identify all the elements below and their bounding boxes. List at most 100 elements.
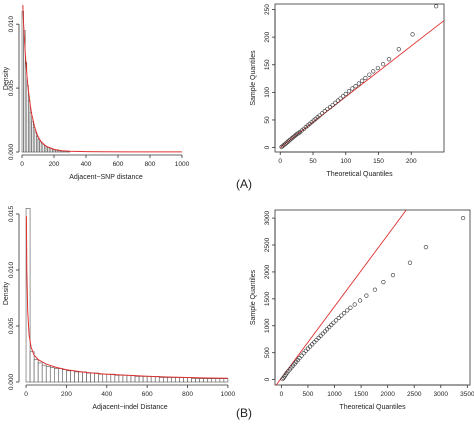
qq-point [289,136,295,141]
panel-label-b: (B) [236,406,252,420]
qq-point [324,327,330,332]
x-tick-label: 150 [373,158,384,165]
y-tick-label: 0.010 [8,16,15,33]
y-tick-label: 0.005 [8,80,15,97]
qq-point [327,325,332,330]
qq-point [331,320,336,325]
qq-point [334,318,339,323]
y-tick-label: 200 [264,31,271,42]
panel-label-a: (A) [236,177,252,191]
qq-point [299,353,304,358]
x-axis-title: Adjacent−SNP distance [69,174,143,181]
qq-point [305,346,311,351]
qq-point [353,84,358,89]
y-axis-title: Density [3,281,10,305]
histogram-bar [207,378,213,383]
x-tick-label: 1000 [175,161,190,168]
qq-point [316,335,321,340]
qq-point [317,113,322,118]
histogram-bar [29,351,35,383]
histogram-bar [134,376,140,383]
histogram-bar [179,377,184,383]
x-tick-label: 0 [20,161,24,168]
qq-point [350,86,355,91]
histogram-bar [45,366,51,383]
qq-point [381,280,386,285]
qq-point [292,133,297,139]
histogram-bar [62,369,67,383]
y-tick-label: 0.015 [8,205,15,222]
density-curve [22,4,182,153]
qq-point [287,138,292,143]
qq-point [322,109,327,114]
histogram-bar [110,373,116,383]
x-tick-label: 600 [142,391,153,398]
x-tick-label: 400 [101,391,112,398]
y-tick-label: 250 [264,4,271,15]
chart-b-right: 0 500 1000 1500 2000 2500 3000 3500 0 500 1000 1500… [250,209,474,411]
qq-point [380,62,386,67]
qq-point [390,273,396,278]
qq-point [282,142,287,147]
histogram-bar [106,373,112,383]
x-tick-label: 0 [278,158,282,165]
histogram-bar [49,367,55,383]
x-tick-label: 200 [61,391,72,398]
histogram-bar [199,378,204,383]
qq-point [280,143,285,149]
histogram-bar [175,377,180,383]
histogram-bar [122,374,128,383]
qq-point [336,315,341,321]
y-tick-label: 3000 [264,210,271,225]
histogram-bar [118,374,124,383]
histogram-bar [86,372,91,383]
y-tick-label: 1500 [264,291,271,306]
histogram-bar [82,371,87,383]
qq-point [310,342,315,347]
histogram-bar [78,371,83,383]
qq-point [288,137,293,142]
histogram-bar [211,378,217,383]
chart-a-right: 0 50 100 150 200 0 50 100 150 200 250 Theoretical Q… [250,3,445,178]
histogram-bar [223,378,229,383]
qq-point [296,131,301,136]
qq-point [360,78,365,83]
qq-point [330,102,335,108]
qq-point [346,89,352,94]
qq-point [372,287,377,292]
qq-point [345,308,350,313]
qq-point [283,141,288,146]
y-tick-label: 100 [264,87,271,98]
density-curve [25,216,228,379]
histogram-bar [158,377,164,383]
y-tick-label: 0.000 [8,143,15,160]
histogram-bar [58,368,63,383]
qq-point [329,322,334,328]
qq-point [364,293,369,298]
y-tick-label: 0.000 [8,373,15,390]
qq-point [341,94,346,99]
x-axis-title: Theoretical Quantiles [339,404,406,411]
histogram-bar [203,378,209,383]
qq-point [371,69,376,74]
histogram-bar [53,368,59,383]
y-tick-label: 150 [264,59,271,70]
x-tick-label: 0 [280,391,284,398]
histogram-bar [191,378,196,383]
x-tick-label: 1500 [354,391,369,398]
histogram-bar [66,370,71,383]
histogram-bar [154,376,160,383]
qq-point [423,245,428,250]
histogram-bar [187,377,192,383]
y-axis-title: Sample Quantiles [250,50,257,106]
histogram-bar [138,376,144,383]
qq-point [301,351,306,356]
x-axis-title: Theoretical Quantiles [326,171,393,178]
qq-point [434,4,439,9]
qq-point [338,96,343,101]
histogram-bar [167,377,172,383]
y-tick-label: 0.005 [8,317,15,334]
x-tick-label: 600 [113,161,124,168]
qq-point [320,331,325,336]
histogram-bar [215,378,221,383]
